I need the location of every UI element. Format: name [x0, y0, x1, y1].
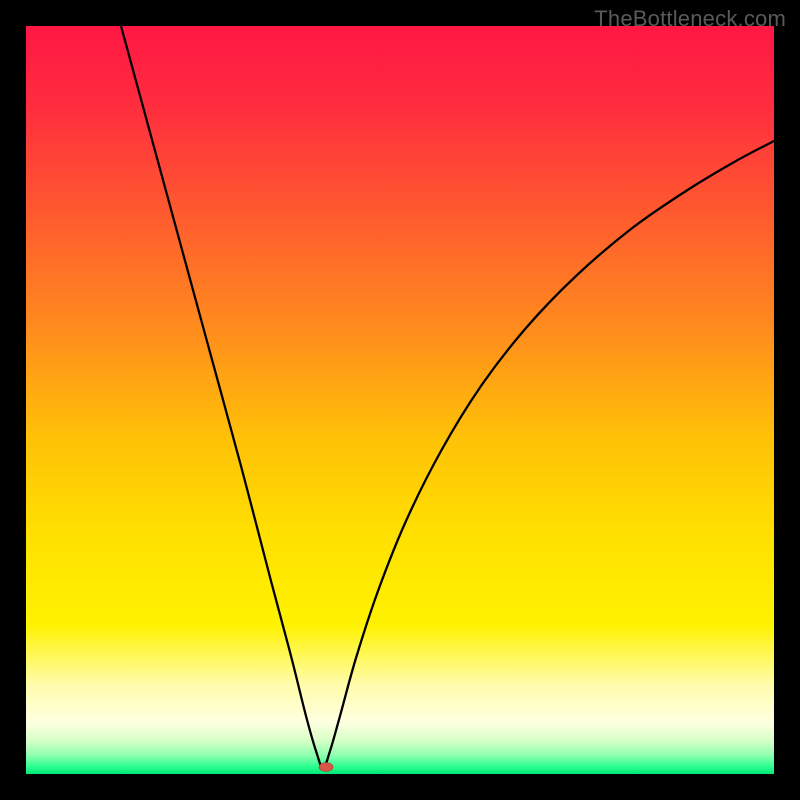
bottleneck-chart: [0, 0, 800, 800]
watermark-text: TheBottleneck.com: [594, 6, 786, 32]
chart-container: TheBottleneck.com: [0, 0, 800, 800]
optimum-marker: [319, 763, 333, 772]
plot-background: [26, 26, 774, 774]
